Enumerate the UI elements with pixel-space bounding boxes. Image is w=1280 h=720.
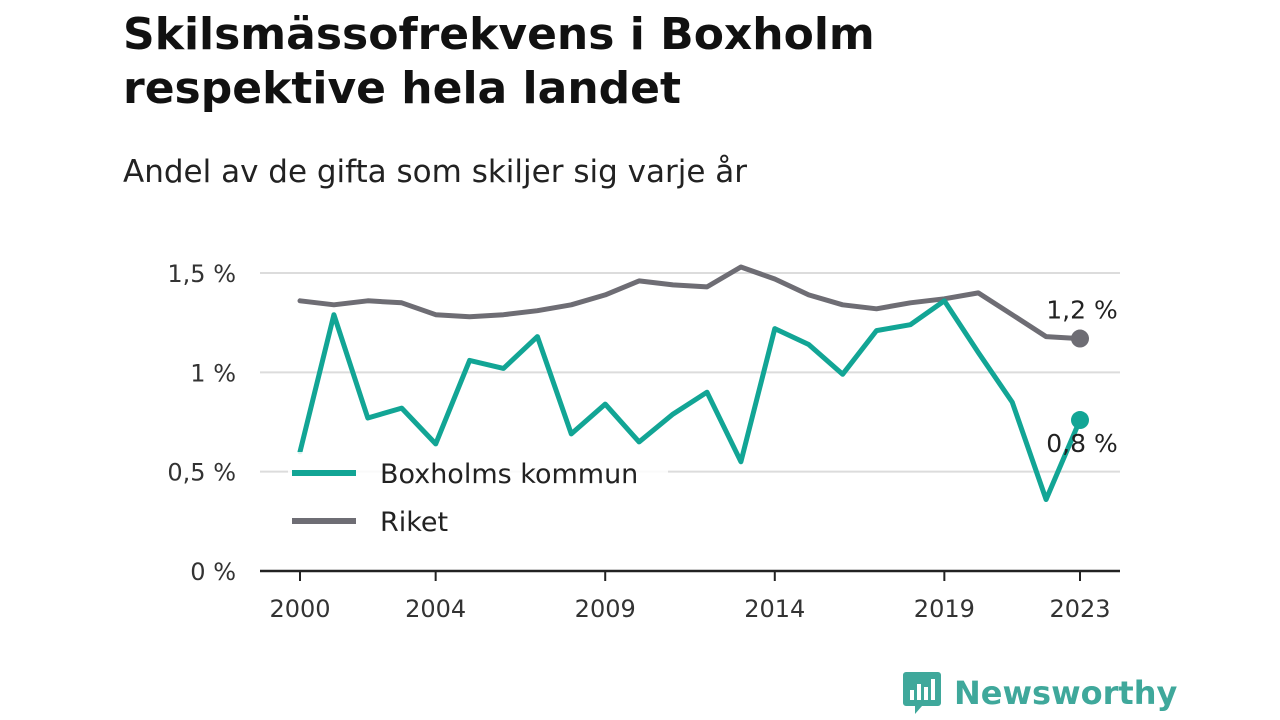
legend-background (288, 452, 668, 552)
legend-label: Boxholms kommun (380, 459, 638, 490)
newsworthy-logo-icon (903, 672, 941, 714)
y-axis-ticks: 0 % 0,5 % 1 % 1,5 % (167, 260, 236, 586)
y-tick-label: 1,5 % (167, 260, 236, 288)
x-tick-label: 2009 (575, 595, 636, 623)
series-line-boxholm (297, 298, 1083, 502)
x-tick-label: 2019 (914, 595, 975, 623)
chart-title: Skilsmässofrekvens i Boxholm respektive … (123, 8, 1023, 116)
series-line-riket (297, 264, 1083, 342)
series-lines (297, 264, 1089, 502)
chart-subtitle: Andel av de gifta som skiljer sig varje … (123, 154, 747, 190)
x-tick-label: 2014 (744, 595, 805, 623)
series-end-dot (1071, 411, 1089, 430)
y-tick-label: 0,5 % (167, 459, 236, 487)
brand-name: Newsworthy (954, 674, 1178, 712)
y-tick-label: 1 % (190, 359, 236, 387)
title-line-2: respektive hela landet (123, 63, 682, 114)
brand-logo: Newsworthy (902, 670, 1177, 716)
x-tick-label: 2000 (269, 595, 330, 623)
x-tick-label: 2004 (405, 595, 466, 623)
series-end-dot (1071, 329, 1089, 348)
title-line-1: Skilsmässofrekvens i Boxholm (123, 9, 875, 60)
legend: Boxholms kommun Riket (288, 452, 668, 552)
y-tick-label: 0 % (190, 558, 236, 586)
series-end-label: 0,8 % (1046, 429, 1117, 458)
x-tick-label: 2023 (1049, 595, 1110, 623)
legend-label: Riket (380, 507, 448, 538)
x-axis: 2000 2004 2009 2014 2019 2023 (260, 569, 1120, 623)
end-labels: 1,2 % 0,8 % (1046, 296, 1117, 458)
series-end-label: 1,2 % (1046, 296, 1117, 325)
